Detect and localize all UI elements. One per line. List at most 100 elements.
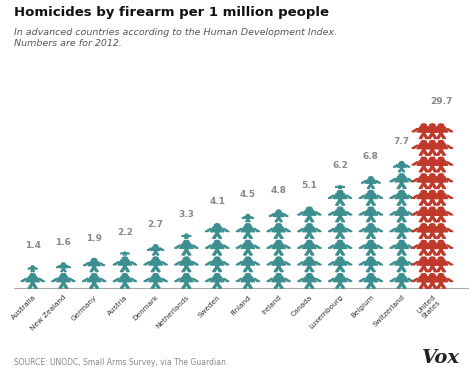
Polygon shape xyxy=(182,249,188,255)
Text: Austria: Austria xyxy=(107,294,129,317)
Polygon shape xyxy=(346,245,352,248)
Polygon shape xyxy=(429,229,435,232)
Polygon shape xyxy=(305,215,311,222)
Polygon shape xyxy=(246,265,253,271)
Polygon shape xyxy=(131,262,137,265)
Circle shape xyxy=(421,141,427,144)
Circle shape xyxy=(214,240,220,243)
Polygon shape xyxy=(366,282,373,288)
Polygon shape xyxy=(285,245,291,248)
Text: Denmark: Denmark xyxy=(132,294,160,322)
Polygon shape xyxy=(297,262,303,265)
Polygon shape xyxy=(254,262,260,265)
Polygon shape xyxy=(297,245,303,248)
Polygon shape xyxy=(305,282,311,288)
Polygon shape xyxy=(333,193,347,199)
Polygon shape xyxy=(308,215,314,222)
Circle shape xyxy=(186,234,187,235)
Polygon shape xyxy=(189,235,191,237)
Polygon shape xyxy=(434,243,448,249)
Text: 2.2: 2.2 xyxy=(117,227,133,237)
Circle shape xyxy=(421,274,427,277)
Polygon shape xyxy=(246,282,253,288)
Polygon shape xyxy=(185,249,191,255)
Polygon shape xyxy=(346,278,352,282)
Polygon shape xyxy=(149,277,163,282)
Polygon shape xyxy=(272,277,285,282)
Polygon shape xyxy=(417,210,431,215)
Polygon shape xyxy=(242,217,245,218)
Polygon shape xyxy=(428,132,434,138)
Polygon shape xyxy=(285,229,291,232)
Polygon shape xyxy=(367,183,372,188)
Polygon shape xyxy=(395,177,409,182)
Polygon shape xyxy=(439,249,446,255)
Polygon shape xyxy=(182,235,184,237)
Text: Germany: Germany xyxy=(71,294,99,322)
Polygon shape xyxy=(28,268,30,269)
Polygon shape xyxy=(151,265,157,271)
Polygon shape xyxy=(162,262,168,265)
Polygon shape xyxy=(397,249,403,255)
Polygon shape xyxy=(316,262,321,265)
Polygon shape xyxy=(328,229,334,232)
Polygon shape xyxy=(212,249,219,255)
Polygon shape xyxy=(336,232,342,238)
Polygon shape xyxy=(397,282,403,288)
Polygon shape xyxy=(439,182,446,188)
Polygon shape xyxy=(241,260,255,265)
Polygon shape xyxy=(439,165,446,172)
Polygon shape xyxy=(100,278,106,282)
Polygon shape xyxy=(305,232,311,238)
Polygon shape xyxy=(236,262,242,265)
Polygon shape xyxy=(223,245,229,248)
Polygon shape xyxy=(336,249,342,255)
Polygon shape xyxy=(305,249,311,255)
Polygon shape xyxy=(254,245,260,248)
Polygon shape xyxy=(275,217,280,222)
Polygon shape xyxy=(192,262,199,265)
Polygon shape xyxy=(210,243,224,249)
Polygon shape xyxy=(274,265,280,271)
Polygon shape xyxy=(241,277,255,282)
Polygon shape xyxy=(272,260,285,265)
Polygon shape xyxy=(338,199,345,205)
Polygon shape xyxy=(417,227,431,232)
Polygon shape xyxy=(431,215,437,222)
Polygon shape xyxy=(359,278,365,282)
Circle shape xyxy=(307,207,312,210)
Polygon shape xyxy=(408,195,414,198)
Polygon shape xyxy=(395,243,409,249)
Polygon shape xyxy=(123,265,129,271)
Polygon shape xyxy=(254,278,260,282)
Polygon shape xyxy=(417,260,431,265)
Polygon shape xyxy=(417,193,431,199)
Polygon shape xyxy=(122,253,128,254)
Polygon shape xyxy=(419,182,426,188)
Polygon shape xyxy=(82,278,88,282)
Polygon shape xyxy=(35,268,37,269)
Circle shape xyxy=(438,257,444,260)
Circle shape xyxy=(421,124,427,127)
Polygon shape xyxy=(434,260,448,265)
Polygon shape xyxy=(419,215,426,222)
Polygon shape xyxy=(83,263,89,265)
Circle shape xyxy=(399,240,404,243)
Polygon shape xyxy=(437,182,443,188)
Text: United
States: United States xyxy=(416,294,442,320)
Polygon shape xyxy=(412,195,418,198)
Polygon shape xyxy=(419,282,426,288)
Polygon shape xyxy=(365,179,376,183)
Polygon shape xyxy=(243,265,249,271)
Polygon shape xyxy=(400,215,406,222)
Polygon shape xyxy=(431,132,437,138)
Polygon shape xyxy=(420,145,426,149)
Polygon shape xyxy=(397,182,403,188)
Polygon shape xyxy=(364,277,378,282)
Polygon shape xyxy=(377,278,383,282)
Polygon shape xyxy=(160,248,164,250)
Polygon shape xyxy=(205,229,211,232)
Polygon shape xyxy=(434,127,448,132)
Polygon shape xyxy=(180,243,193,249)
Circle shape xyxy=(214,274,220,277)
